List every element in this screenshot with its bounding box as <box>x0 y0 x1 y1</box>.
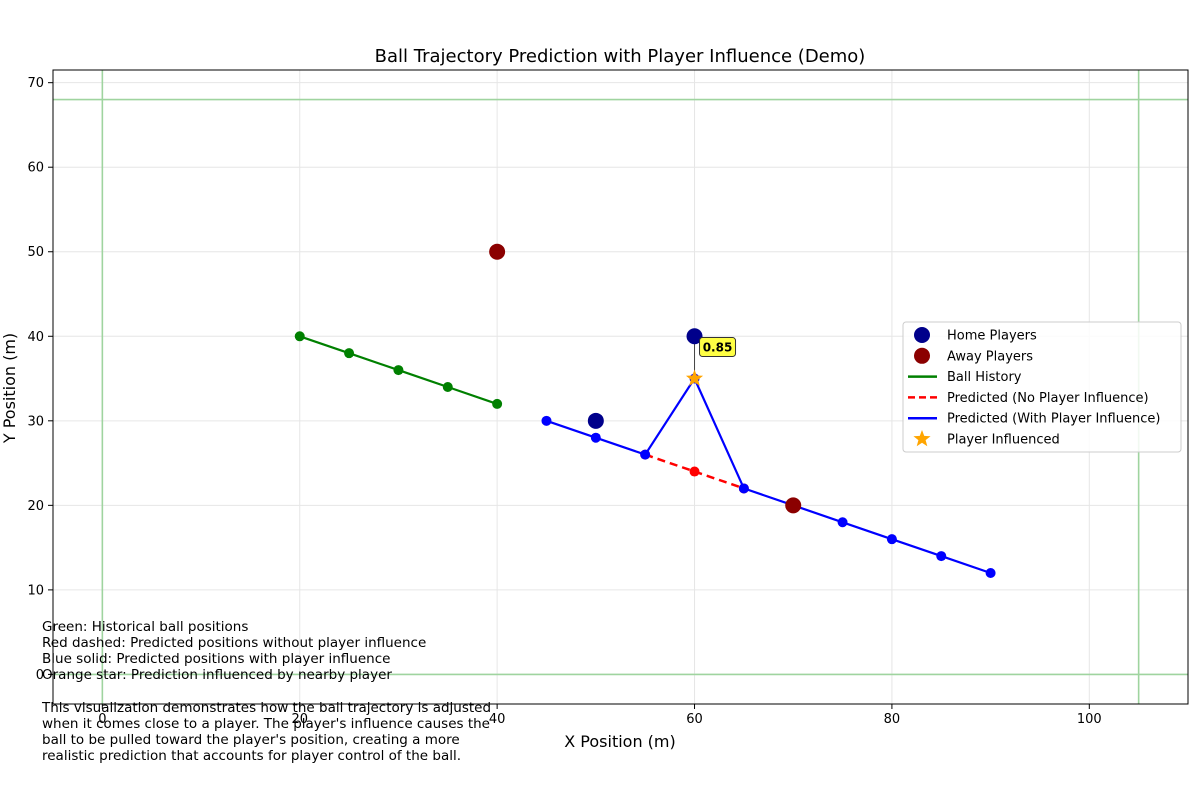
ball-history-point <box>393 365 404 376</box>
ball-history-point <box>442 382 453 392</box>
away-player-marker <box>785 497 802 514</box>
influence-annotation-label: 0.85 <box>703 341 733 355</box>
legend-label-history: Ball History <box>947 370 1022 385</box>
y-axis-label: Y Position (m) <box>0 333 19 444</box>
y-tick-label: 20 <box>27 499 44 514</box>
predicted-with-influence-point <box>590 432 601 443</box>
predicted-no-influence-point <box>689 466 700 477</box>
x-tick-label: 100 <box>1077 712 1102 727</box>
predicted-with-influence-line <box>546 376 991 575</box>
player-influenced-star <box>685 369 704 386</box>
description-note: This visualization demonstrates how the … <box>42 700 492 764</box>
key-lines-note: Green: Historical ball positions Red das… <box>42 619 427 683</box>
chart-title: Ball Trajectory Prediction with Player I… <box>375 46 866 67</box>
home-player-marker <box>686 328 703 345</box>
y-tick-label: 70 <box>27 76 44 91</box>
legend-swatch-away <box>914 347 930 364</box>
x-axis-label: X Position (m) <box>564 732 676 751</box>
predicted-with-influence-point <box>985 567 996 578</box>
predicted-with-influence-point <box>936 551 947 562</box>
x-tick-label: 40 <box>489 712 506 727</box>
legend-swatch-star <box>913 430 931 447</box>
x-tick-label: 80 <box>884 712 901 727</box>
x-tick-label: 20 <box>291 712 308 727</box>
x-tick-label: 0 <box>98 712 106 727</box>
away-player-marker <box>489 243 506 260</box>
home-player-marker <box>587 412 604 429</box>
legend-label-star: Player Influenced <box>947 433 1060 448</box>
y-tick-label: 10 <box>27 583 44 598</box>
y-tick-label: 30 <box>27 414 44 429</box>
legend-swatch-home <box>914 327 930 343</box>
legend-label-home: Home Players <box>947 329 1037 344</box>
predicted-with-influence-point <box>640 449 651 460</box>
y-tick-label: 50 <box>27 245 44 260</box>
predicted-with-influence-point <box>886 534 897 545</box>
predicted-with-influence-point <box>738 483 749 494</box>
y-tick-label: 0 <box>36 668 44 683</box>
legend-label-no_influence: Predicted (No Player Influence) <box>947 391 1149 406</box>
ball-history-point <box>492 398 503 409</box>
ball-history-point <box>344 348 355 359</box>
legend-box <box>902 321 1182 453</box>
predicted-with-influence-point <box>541 415 552 426</box>
legend-label-away: Away Players <box>947 349 1033 364</box>
y-tick-label: 40 <box>27 330 44 345</box>
y-tick-label: 60 <box>27 161 44 176</box>
legend-label-with_influence: Predicted (With Player Influence) <box>947 412 1160 427</box>
predicted-with-influence-point <box>837 517 848 528</box>
ball-history-point <box>294 331 305 342</box>
x-tick-label: 60 <box>686 712 703 727</box>
plot-frame <box>52 69 1189 705</box>
influence-annotation-box <box>699 337 737 358</box>
